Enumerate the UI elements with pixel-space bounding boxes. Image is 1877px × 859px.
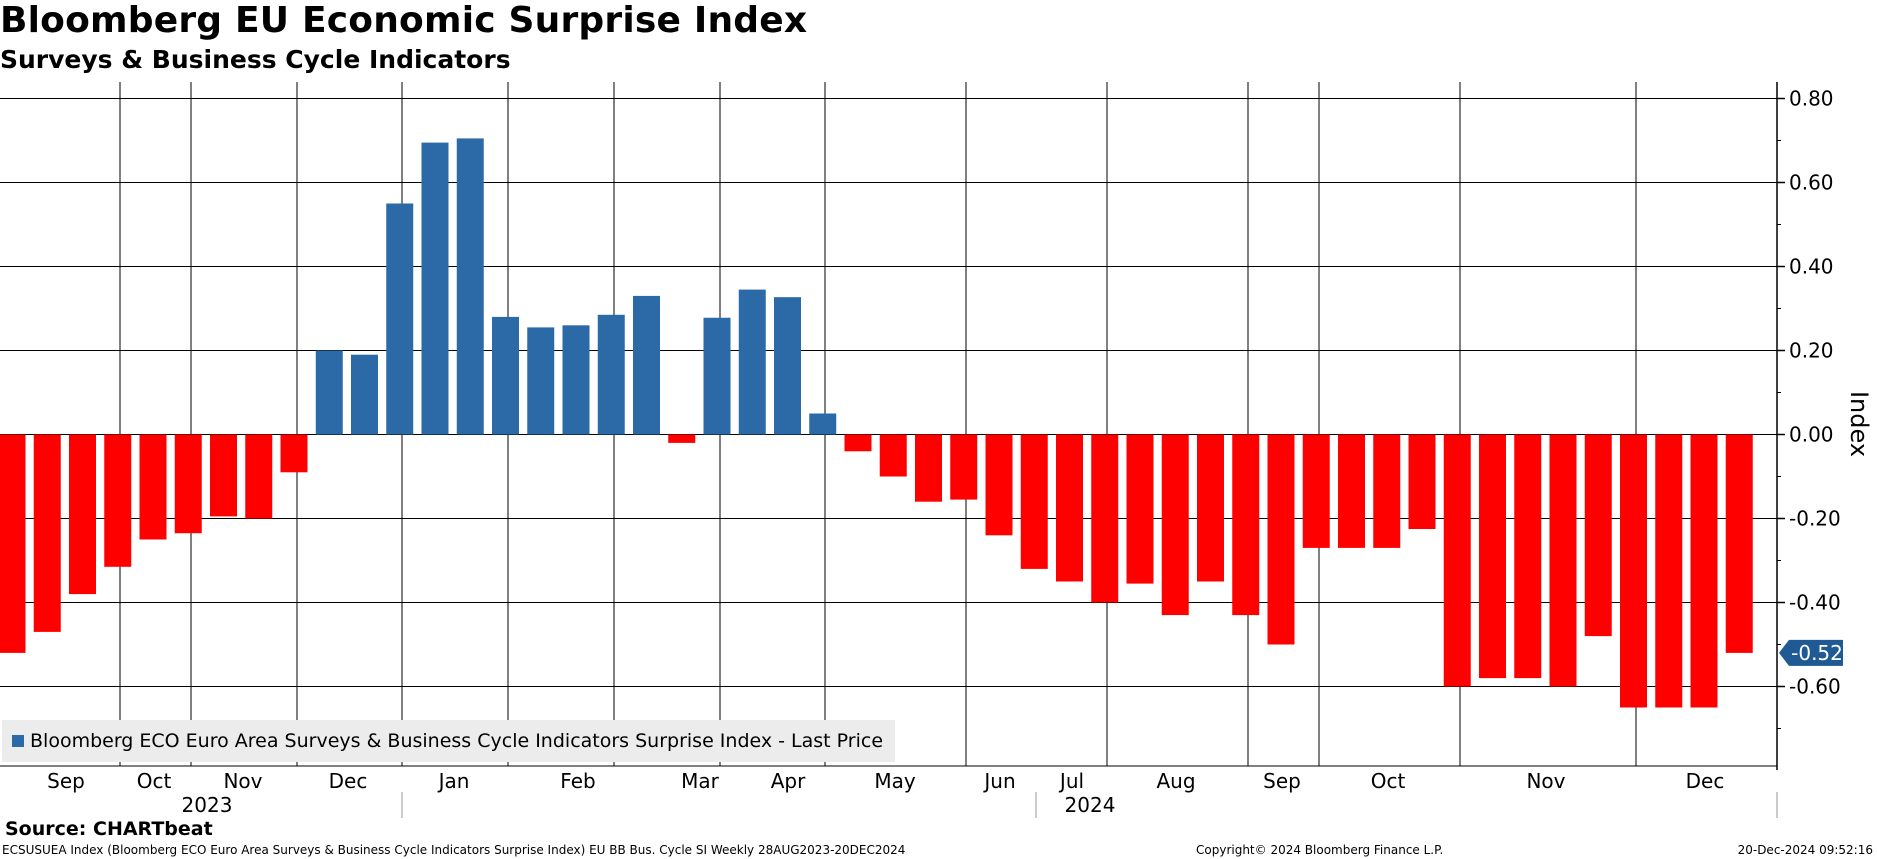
bar	[1725, 434, 1753, 653]
bar	[1584, 434, 1612, 637]
bar	[69, 434, 96, 595]
y-tick-label: 0.80	[1789, 87, 1834, 111]
x-tick-label: Jan	[437, 769, 470, 793]
legend: Bloomberg ECO Euro Area Surveys & Busine…	[2, 720, 896, 762]
y-axis: 0.80 0.60 0.40 0.20 0.00 -0.20 -0.40 -0.60 Index…	[1776, 82, 1873, 770]
bar	[245, 434, 273, 519]
year-label: 2023	[182, 793, 233, 817]
legend-swatch	[12, 735, 24, 747]
bar	[1549, 434, 1577, 687]
bar	[1690, 434, 1718, 708]
bar	[1267, 434, 1295, 645]
bar	[1197, 434, 1224, 582]
x-tick-label: Mar	[681, 769, 720, 793]
bar	[351, 354, 378, 435]
y-tick-label: -0.20	[1789, 507, 1841, 531]
bar	[809, 413, 837, 435]
bar	[492, 316, 519, 435]
x-tick-label: Sep	[1263, 769, 1301, 793]
y-tick-label: -0.40	[1789, 591, 1841, 615]
bar	[139, 434, 167, 540]
bar	[1408, 434, 1436, 529]
footer-timestamp: 20-Dec-2024 09:52:16	[1737, 843, 1873, 857]
x-axis: Sep Oct Nov Dec Jan Feb Mar Apr May Jun Jul Aug Sep O…	[0, 765, 1778, 818]
y-axis-title: Index	[1845, 391, 1873, 457]
x-tick-label: Oct	[1371, 769, 1406, 793]
x-tick-label: May	[874, 769, 916, 793]
bar	[915, 434, 942, 502]
bar	[844, 434, 872, 452]
bar	[1232, 434, 1260, 616]
bar	[950, 434, 978, 500]
x-tick-label: Dec	[1686, 769, 1725, 793]
x-tick-label: Jul	[1058, 769, 1084, 793]
bar	[1161, 434, 1189, 616]
bar	[1338, 434, 1365, 548]
y-tick-label: -0.60	[1789, 675, 1841, 699]
x-tick-label: Sep	[47, 769, 85, 793]
bar	[1056, 434, 1083, 582]
bar	[1443, 434, 1471, 687]
source-note: Source: CHARTbeat	[5, 818, 213, 840]
bar	[633, 295, 660, 435]
bar	[879, 434, 907, 477]
bar	[668, 434, 696, 443]
bar	[210, 434, 237, 517]
year-label: 2024	[1065, 793, 1116, 817]
bar	[315, 350, 343, 435]
x-tick-label: Oct	[137, 769, 172, 793]
bar	[280, 434, 308, 473]
x-tick-label: Dec	[329, 769, 368, 793]
bar	[703, 317, 731, 435]
bar	[421, 142, 449, 435]
x-tick-label: Feb	[560, 769, 595, 793]
bar	[1373, 434, 1401, 548]
bar	[1091, 434, 1119, 603]
bar	[456, 138, 484, 435]
y-tick-label: 0.20	[1789, 339, 1834, 363]
x-tick-label: Apr	[771, 769, 806, 793]
bar	[33, 434, 61, 632]
bar-series	[0, 138, 1753, 708]
bar	[527, 327, 555, 435]
y-tick-label: 0.60	[1789, 171, 1834, 195]
last-value-tag-bg	[1779, 639, 1843, 666]
bar	[1302, 434, 1330, 548]
y-tick-label: 0.40	[1789, 255, 1834, 279]
bar	[562, 325, 590, 435]
y-tick-label: 0.00	[1789, 423, 1834, 447]
x-tick-label: Jun	[982, 769, 1015, 793]
x-tick-label: Nov	[223, 769, 262, 793]
bar	[985, 434, 1013, 536]
footer-copyright: Copyright© 2024 Bloomberg Finance L.P.	[1196, 843, 1444, 857]
last-value-tag: -0.52	[1779, 639, 1843, 666]
footer-ticker-description: ECSUSUEA Index (Bloomberg ECO Euro Area …	[2, 843, 906, 857]
x-tick-label: Aug	[1156, 769, 1195, 793]
bar	[104, 434, 132, 567]
bar	[1655, 434, 1683, 708]
bar	[1479, 434, 1506, 679]
x-tick-label: Nov	[1526, 769, 1565, 793]
chart-title: Bloomberg EU Economic Surprise Index	[0, 0, 808, 41]
bar	[0, 434, 26, 653]
bar	[1020, 434, 1048, 569]
bar	[174, 434, 202, 534]
bar	[597, 314, 625, 435]
bar	[774, 297, 801, 435]
chart-subtitle: Surveys & Business Cycle Indicators	[0, 45, 511, 74]
last-value-label: -0.52	[1791, 641, 1843, 665]
legend-label: Bloomberg ECO Euro Area Surveys & Busine…	[30, 730, 884, 752]
bar	[386, 203, 414, 435]
grid-lines	[0, 82, 1777, 766]
bar	[1126, 434, 1154, 584]
bar	[1620, 434, 1647, 708]
bar	[1514, 434, 1542, 679]
bar	[738, 289, 766, 435]
